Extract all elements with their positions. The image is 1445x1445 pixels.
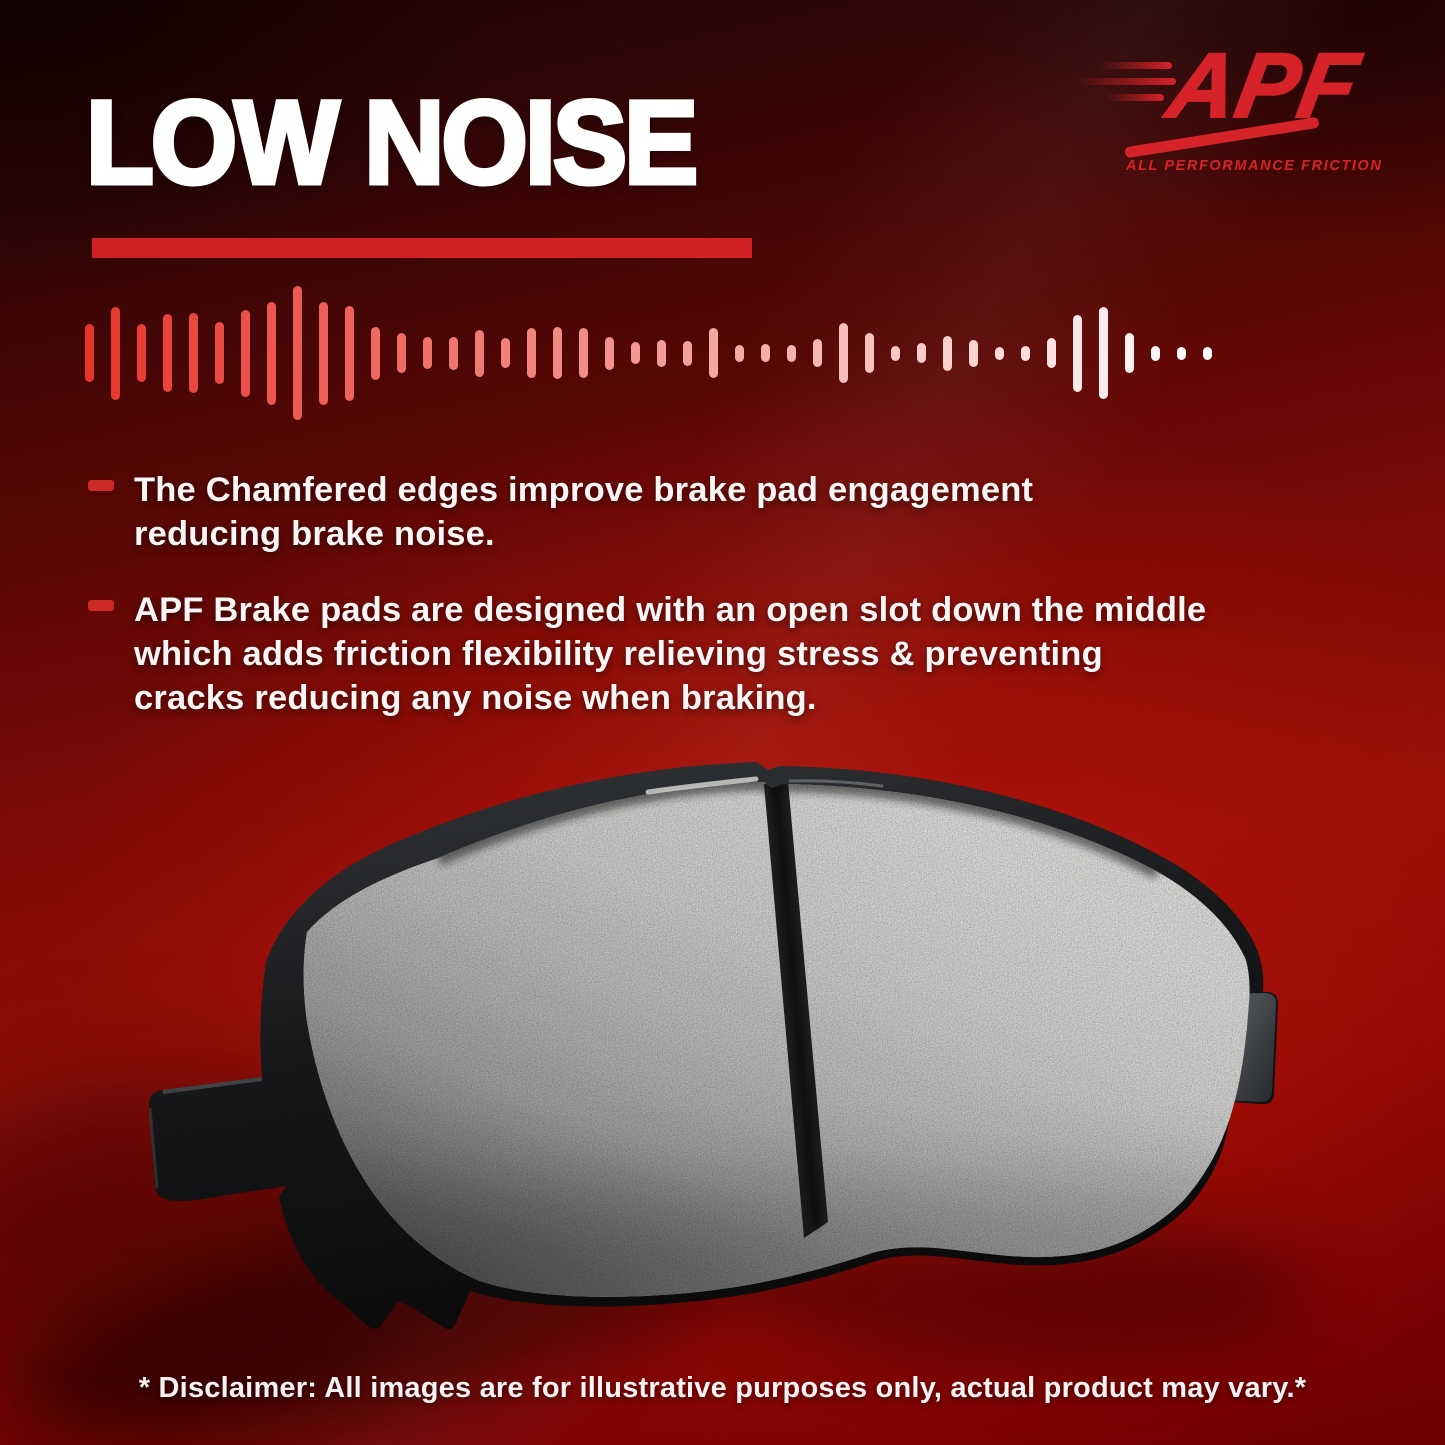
page-title: LOW NOISE <box>84 77 701 209</box>
waveform-bar <box>787 344 796 362</box>
waveform-bar <box>1125 333 1134 373</box>
waveform-bar <box>293 286 302 420</box>
waveform-bar <box>709 328 718 378</box>
waveform-bar <box>1047 338 1056 368</box>
disclaimer-text: * Disclaimer: All images are for illustr… <box>138 1372 1307 1404</box>
waveform-bar <box>501 338 510 368</box>
bullet-dash-icon <box>88 480 114 491</box>
sound-waveform <box>85 285 1230 421</box>
bullet-text-line: The Chamfered edges improve brake pad en… <box>134 471 1034 509</box>
waveform-bar <box>553 327 562 379</box>
waveform-bar <box>1203 346 1212 360</box>
waveform-bar <box>267 301 276 405</box>
waveform-bar <box>241 309 250 397</box>
waveform-bar <box>319 301 328 405</box>
title-underline <box>92 238 752 258</box>
bullet-text-line: reducing brake noise. <box>134 515 495 553</box>
waveform-bar <box>943 335 952 371</box>
waveform-bar <box>371 326 380 380</box>
waveform-bar <box>1177 346 1186 360</box>
waveform-bar <box>657 339 666 367</box>
waveform-bar <box>605 336 614 370</box>
bullet-text-line: which adds friction flexibility relievin… <box>134 635 1103 673</box>
waveform-bar <box>111 306 120 400</box>
waveform-bar <box>189 313 198 393</box>
speed-streak-icon <box>1100 62 1172 69</box>
waveform-bar <box>163 314 172 392</box>
waveform-bar <box>449 336 458 370</box>
waveform-bar <box>579 328 588 378</box>
bullet-text-line: APF Brake pads are designed with an open… <box>134 591 1207 629</box>
waveform-bar <box>761 344 770 362</box>
waveform-bar <box>345 305 354 401</box>
waveform-bar <box>995 346 1004 360</box>
waveform-bar <box>1021 345 1030 361</box>
waveform-bar <box>735 344 744 362</box>
waveform-bar <box>839 323 848 383</box>
waveform-bar <box>865 333 874 373</box>
waveform-bar <box>423 337 432 369</box>
waveform-bar <box>631 342 640 364</box>
waveform-bar <box>397 333 406 373</box>
waveform-bar <box>1099 307 1108 399</box>
waveform-bar <box>891 345 900 361</box>
waveform-bar <box>683 340 692 366</box>
waveform-bar <box>137 324 146 382</box>
waveform-bar <box>969 339 978 367</box>
waveform-bar <box>527 328 536 378</box>
bullet-text-line: cracks reducing any noise when braking. <box>134 679 817 717</box>
bullet-open-slot: APF Brake pads are designed with an open… <box>88 588 1206 720</box>
speed-streak-icon <box>1076 78 1176 85</box>
speed-streak-icon <box>1106 94 1164 101</box>
waveform-bar <box>1151 345 1160 361</box>
waveform-bar <box>1073 314 1082 392</box>
bullet-chamfered-edges: The Chamfered edges improve brake pad en… <box>88 468 1033 556</box>
waveform-bar <box>917 343 926 363</box>
apf-logo: APF ALL PERFORMANCE FRICTION <box>1076 34 1383 176</box>
waveform-bar <box>475 329 484 377</box>
logo-tagline: ALL PERFORMANCE FRICTION <box>1126 158 1383 174</box>
waveform-bar <box>813 339 822 367</box>
waveform-bar <box>215 322 224 384</box>
waveform-bar <box>85 324 94 382</box>
bullet-dash-icon <box>88 600 114 611</box>
